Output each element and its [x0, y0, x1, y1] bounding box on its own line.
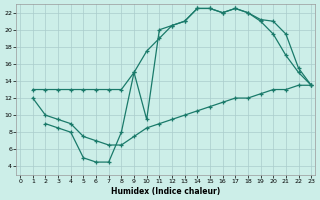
X-axis label: Humidex (Indice chaleur): Humidex (Indice chaleur) — [111, 187, 220, 196]
